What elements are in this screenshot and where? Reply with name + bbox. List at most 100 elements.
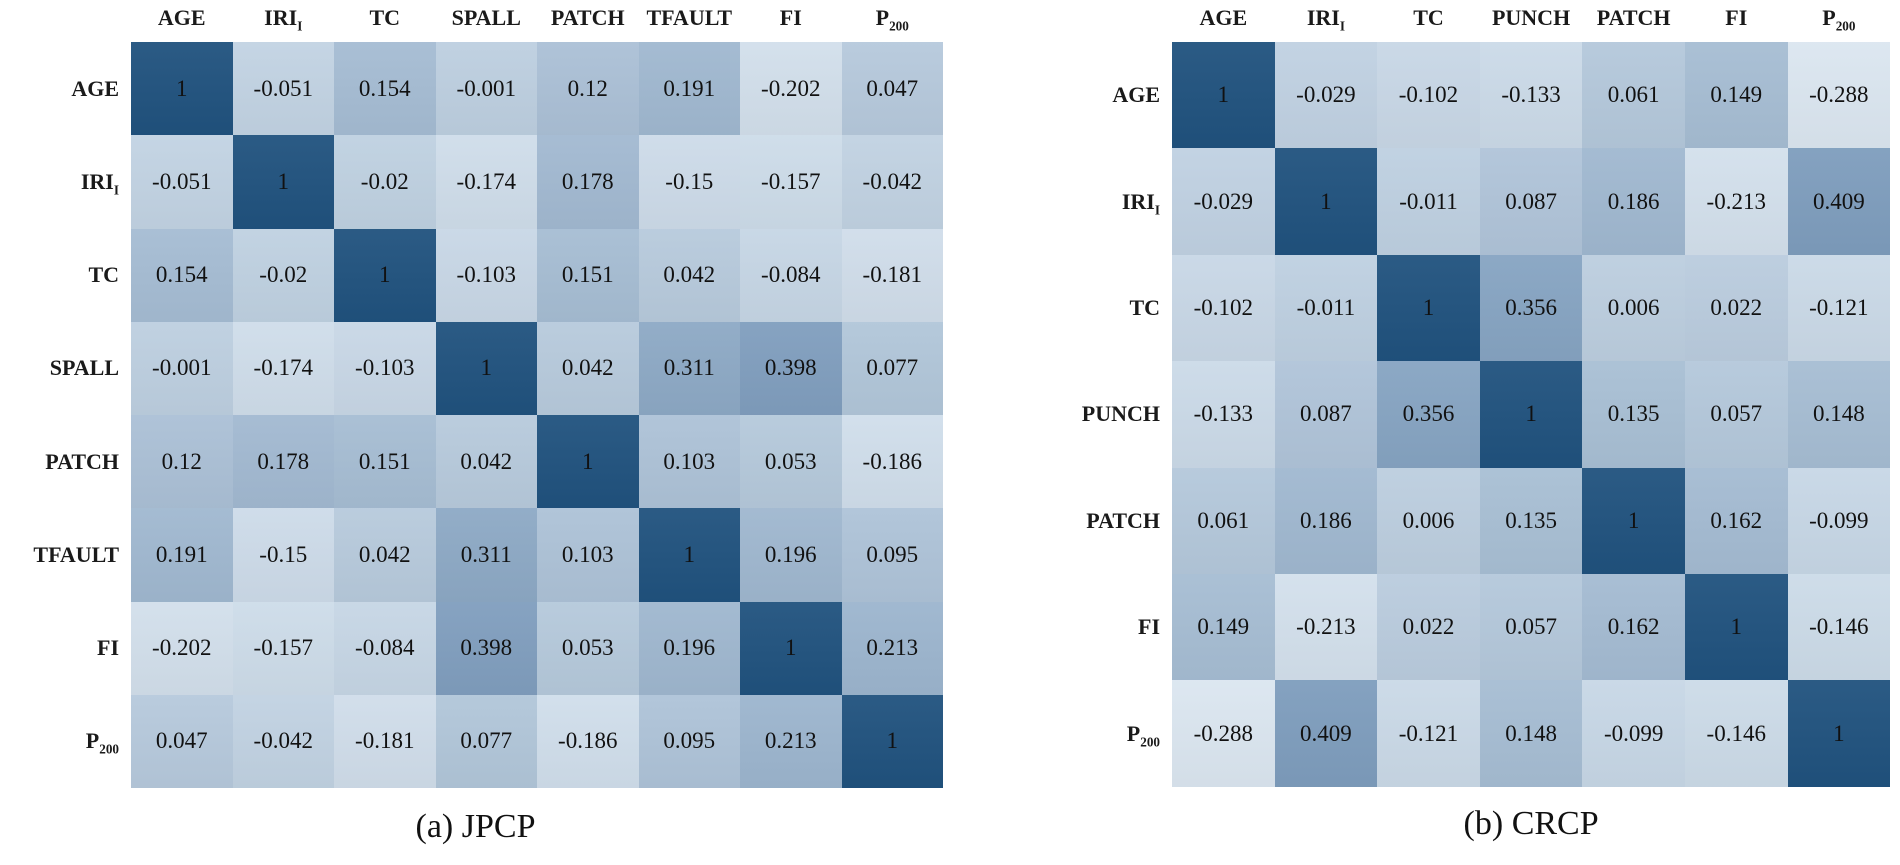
column-header-spall: SPALL bbox=[451, 5, 521, 30]
column-header-p: P200 bbox=[875, 5, 909, 34]
matrix-cell-p-fi: 0.213 bbox=[740, 694, 842, 788]
matrix-cell-iri-spall: -0.174 bbox=[435, 135, 537, 229]
matrix-cell-punch-p: 0.148 bbox=[1787, 361, 1891, 468]
matrix-cell-tc-patch: 0.006 bbox=[1582, 254, 1685, 362]
matrix-cell-patch-p: -0.099 bbox=[1787, 467, 1891, 574]
matrix-cell-age-fi: -0.202 bbox=[740, 42, 842, 136]
caption-crcp: (b) CRCP bbox=[1463, 804, 1599, 842]
row-header-patch: PATCH bbox=[45, 448, 119, 474]
matrix-cell-tc-p: -0.121 bbox=[1787, 254, 1891, 362]
matrix-cell-age-iri: -0.029 bbox=[1274, 42, 1378, 149]
row-header-spall: SPALL bbox=[49, 355, 119, 381]
matrix-cell-iri-p: 0.409 bbox=[1787, 148, 1891, 255]
matrix-cell-tc-fi: -0.084 bbox=[740, 228, 842, 322]
matrix-cell-tc-p: -0.181 bbox=[841, 228, 943, 322]
matrix-cell-fi-tc: 0.022 bbox=[1377, 573, 1480, 681]
matrix-cell-fi-age: -0.202 bbox=[131, 601, 233, 695]
column-header-punch: PUNCH bbox=[1491, 5, 1571, 30]
matrix-cell-fi-p: -0.146 bbox=[1787, 573, 1891, 681]
matrix-cell-tc-fi: 0.022 bbox=[1684, 254, 1788, 362]
matrix-cell-patch-fi: 0.053 bbox=[740, 415, 842, 509]
column-header-age: AGE bbox=[1199, 5, 1248, 30]
matrix-cell-patch-patch: 1 bbox=[1582, 467, 1685, 574]
matrix-cell-p-spall: 0.077 bbox=[435, 694, 537, 788]
matrix-cell-iri-iri: 1 bbox=[1274, 148, 1378, 255]
matrix-cell-p-tc: -0.181 bbox=[334, 694, 436, 788]
matrix-cell-patch-tfault: 0.103 bbox=[638, 415, 740, 509]
matrix-cell-patch-tc: 0.006 bbox=[1377, 467, 1480, 574]
matrix-cell-spall-age: -0.001 bbox=[131, 321, 233, 415]
row-header-punch: PUNCH bbox=[1081, 401, 1160, 427]
column-header-tfault: TFAULT bbox=[646, 5, 733, 30]
matrix-cell-age-p: -0.288 bbox=[1787, 42, 1891, 149]
column-header-age: AGE bbox=[157, 5, 206, 30]
column-header-iri: IRII bbox=[264, 5, 303, 34]
row-header-patch: PATCH bbox=[1086, 507, 1160, 533]
matrix-cell-fi-p: 0.213 bbox=[841, 601, 943, 695]
matrix-cell-patch-iri: 0.178 bbox=[232, 415, 334, 509]
matrix-cell-age-tc: 0.154 bbox=[334, 42, 436, 136]
matrix-cell-tfault-p: 0.095 bbox=[841, 508, 943, 602]
matrix-cell-spall-patch: 0.042 bbox=[537, 321, 639, 415]
row-header-fi: FI bbox=[97, 635, 119, 661]
matrix-cell-fi-fi: 1 bbox=[740, 601, 842, 695]
column-header-fi: FI bbox=[1725, 5, 1748, 30]
matrix-cell-spall-fi: 0.398 bbox=[740, 321, 842, 415]
matrix-cell-fi-spall: 0.398 bbox=[435, 601, 537, 695]
row-header-iri: IRII bbox=[1121, 188, 1160, 217]
matrix-cell-tc-punch: 0.356 bbox=[1479, 254, 1583, 362]
matrix-cell-punch-age: -0.133 bbox=[1172, 361, 1275, 468]
matrix-cell-patch-punch: 0.135 bbox=[1479, 467, 1583, 574]
matrix-cell-tfault-spall: 0.311 bbox=[435, 508, 537, 602]
matrix-cell-iri-p: -0.042 bbox=[841, 135, 943, 229]
row-header-age: AGE bbox=[1112, 82, 1160, 108]
matrix-cell-p-iri: -0.042 bbox=[232, 694, 334, 788]
matrix-cell-tc-tc: 1 bbox=[1377, 254, 1480, 362]
column-header-patch: PATCH bbox=[1596, 5, 1671, 30]
matrix-cell-iri-iri: 1 bbox=[232, 135, 334, 229]
row-header-fi: FI bbox=[1138, 614, 1160, 640]
row-header-p: P200 bbox=[1126, 720, 1160, 749]
matrix-cell-p-tc: -0.121 bbox=[1377, 680, 1480, 787]
matrix-cell-iri-fi: -0.157 bbox=[740, 135, 842, 229]
matrix-cell-spall-spall: 1 bbox=[435, 321, 537, 415]
matrix-cell-iri-fi: -0.213 bbox=[1684, 148, 1788, 255]
corner-spacer bbox=[988, 0, 1172, 42]
matrix-cell-tc-iri: -0.011 bbox=[1274, 254, 1378, 362]
heatmap-panel-crcp: AGE IRII TC PUNCH PATCH FI P200 AGE 1 -0.029 -0.10… bbox=[988, 0, 1891, 843]
matrix-cell-tc-tc: 1 bbox=[334, 228, 436, 322]
correlation-matrix-crcp: AGE IRII TC PUNCH PATCH FI P200 AGE 1 -0.029 -0.10… bbox=[988, 0, 1891, 787]
matrix-cell-tfault-fi: 0.196 bbox=[740, 508, 842, 602]
matrix-cell-tfault-tc: 0.042 bbox=[334, 508, 436, 602]
matrix-cell-tfault-tfault: 1 bbox=[638, 508, 740, 602]
matrix-cell-tc-spall: -0.103 bbox=[435, 228, 537, 322]
matrix-cell-fi-tfault: 0.196 bbox=[638, 601, 740, 695]
matrix-cell-iri-age: -0.051 bbox=[131, 135, 233, 229]
matrix-cell-spall-tc: -0.103 bbox=[334, 321, 436, 415]
matrix-cell-patch-spall: 0.042 bbox=[435, 415, 537, 509]
row-header-tc: TC bbox=[88, 262, 119, 288]
matrix-cell-tc-tfault: 0.042 bbox=[638, 228, 740, 322]
matrix-cell-p-iri: 0.409 bbox=[1274, 680, 1378, 787]
matrix-cell-iri-punch: 0.087 bbox=[1479, 148, 1583, 255]
matrix-cell-patch-age: 0.061 bbox=[1172, 467, 1275, 574]
row-header-tc: TC bbox=[1129, 294, 1160, 320]
matrix-cell-patch-patch: 1 bbox=[537, 415, 639, 509]
matrix-cell-p-patch: -0.099 bbox=[1582, 680, 1685, 787]
matrix-cell-fi-iri: -0.213 bbox=[1274, 573, 1378, 681]
matrix-cell-p-punch: 0.148 bbox=[1479, 680, 1583, 787]
row-header-iri: IRII bbox=[80, 168, 119, 198]
matrix-cell-patch-iri: 0.186 bbox=[1274, 467, 1378, 574]
caption-jpcp: (a) JPCP bbox=[415, 808, 536, 845]
matrix-cell-fi-age: 0.149 bbox=[1172, 573, 1275, 681]
matrix-cell-age-patch: 0.061 bbox=[1582, 42, 1685, 149]
matrix-cell-age-p: 0.047 bbox=[841, 42, 943, 136]
corner-spacer bbox=[8, 0, 131, 42]
matrix-cell-iri-age: -0.029 bbox=[1172, 148, 1275, 255]
matrix-cell-age-tc: -0.102 bbox=[1377, 42, 1480, 149]
matrix-cell-fi-tc: -0.084 bbox=[334, 601, 436, 695]
matrix-cell-tfault-age: 0.191 bbox=[131, 508, 233, 602]
matrix-cell-iri-patch: 0.178 bbox=[537, 135, 639, 229]
matrix-cell-p-p: 1 bbox=[841, 694, 943, 788]
matrix-cell-p-age: -0.288 bbox=[1172, 680, 1275, 787]
